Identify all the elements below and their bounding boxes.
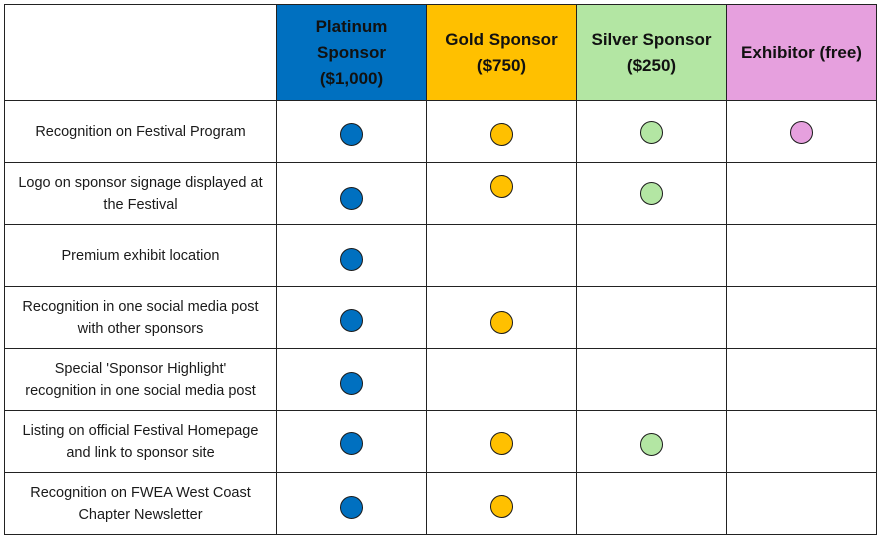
benefit-row: Special 'Sponsor Highlight' recognition i…	[4, 348, 877, 411]
tier-cell-silver	[576, 100, 727, 163]
tier-cell-platinum	[276, 162, 427, 225]
tier-cell-exhibitor	[726, 162, 877, 225]
benefit-label: Recognition in one social media post with…	[4, 286, 277, 349]
platinum-included-dot	[340, 372, 363, 395]
header-exhibitor: Exhibitor (free)	[726, 4, 877, 101]
benefit-row: Logo on sponsor signage displayed at the …	[4, 162, 877, 225]
tier-cell-platinum	[276, 410, 427, 473]
benefit-label: Premium exhibit location	[4, 224, 277, 287]
tier-cell-silver	[576, 162, 727, 225]
tier-cell-exhibitor	[726, 472, 877, 535]
benefit-label-line1: Recognition on FWEA West Coast	[30, 484, 251, 501]
platinum-included-dot	[340, 309, 363, 332]
tier-cell-gold	[426, 162, 577, 225]
silver-included-dot	[640, 182, 663, 205]
header-gold: Gold Sponsor ($750)	[426, 4, 577, 101]
tier-cell-gold	[426, 224, 577, 287]
benefit-row: Recognition on Festival Program	[4, 100, 877, 163]
benefit-label-line1: Logo on sponsor signage displayed at	[18, 174, 263, 191]
benefit-label-line1: Recognition in one social media post	[22, 298, 259, 315]
tier-cell-silver	[576, 348, 727, 411]
gold-title: Gold Sponsor	[445, 29, 558, 49]
gold-included-dot	[490, 311, 513, 334]
silver-title: Silver Sponsor	[591, 29, 712, 49]
tier-cell-exhibitor	[726, 286, 877, 349]
platinum-title-line1: Platinum	[315, 16, 388, 36]
tier-cell-platinum	[276, 286, 427, 349]
platinum-title-line2: Sponsor	[317, 42, 386, 62]
tier-cell-silver	[576, 286, 727, 349]
tier-cell-gold	[426, 100, 577, 163]
tier-cell-gold	[426, 472, 577, 535]
tier-cell-platinum	[276, 100, 427, 163]
tier-cell-silver	[576, 472, 727, 535]
tier-cell-gold	[426, 348, 577, 411]
benefit-label: Special 'Sponsor Highlight' recognition i…	[4, 348, 277, 411]
tier-cell-exhibitor	[726, 410, 877, 473]
gold-included-dot	[490, 495, 513, 518]
header-silver: Silver Sponsor ($250)	[576, 4, 727, 101]
exhibitor-included-dot	[790, 121, 813, 144]
benefit-label: Logo on sponsor signage displayed at the …	[4, 162, 277, 225]
header-row: Platinum Sponsor ($1,000) Gold Sponsor (…	[4, 4, 877, 101]
benefit-label-line2: recognition in one social media post	[25, 382, 256, 399]
gold-price: ($750)	[476, 55, 527, 75]
header-platinum: Platinum Sponsor ($1,000)	[276, 4, 427, 101]
platinum-included-dot	[340, 432, 363, 455]
silver-included-dot	[640, 433, 663, 456]
gold-included-dot	[490, 175, 513, 198]
header-corner-cell	[4, 4, 277, 101]
tier-cell-exhibitor	[726, 348, 877, 411]
tier-cell-platinum	[276, 348, 427, 411]
benefit-rows: Recognition on Festival Program Logo on s…	[4, 100, 877, 535]
benefit-row: Listing on official Festival Homepage and…	[4, 410, 877, 473]
tier-cell-silver	[576, 224, 727, 287]
tier-cell-exhibitor	[726, 224, 877, 287]
sponsorship-table: Platinum Sponsor ($1,000) Gold Sponsor (…	[4, 4, 877, 535]
benefit-label-line2: the Festival	[103, 196, 178, 213]
benefit-label-line1: Special 'Sponsor Highlight'	[54, 360, 227, 377]
benefit-row: Premium exhibit location	[4, 224, 877, 287]
benefit-label-line1: Listing on official Festival Homepage	[22, 422, 259, 439]
benefit-label-line2: Chapter Newsletter	[78, 506, 203, 523]
tier-cell-platinum	[276, 472, 427, 535]
silver-included-dot	[640, 121, 663, 144]
benefit-label-line2: with other sponsors	[77, 320, 204, 337]
gold-included-dot	[490, 123, 513, 146]
tier-cell-gold	[426, 286, 577, 349]
platinum-price: ($1,000)	[319, 68, 384, 88]
tier-cell-exhibitor	[726, 100, 877, 163]
benefit-row: Recognition in one social media post with…	[4, 286, 877, 349]
platinum-included-dot	[340, 123, 363, 146]
benefit-label: Recognition on Festival Program	[4, 100, 277, 163]
benefit-label: Recognition on FWEA West Coast Chapter Ne…	[4, 472, 277, 535]
tier-cell-gold	[426, 410, 577, 473]
exhibitor-title: Exhibitor (free)	[741, 42, 862, 62]
benefit-label-line1: Premium exhibit location	[61, 247, 220, 264]
platinum-included-dot	[340, 248, 363, 271]
benefit-label-line1: Recognition on Festival Program	[35, 123, 246, 140]
platinum-included-dot	[340, 187, 363, 210]
tier-cell-platinum	[276, 224, 427, 287]
tier-cell-silver	[576, 410, 727, 473]
benefit-row: Recognition on FWEA West Coast Chapter Ne…	[4, 472, 877, 535]
gold-included-dot	[490, 432, 513, 455]
silver-price: ($250)	[626, 55, 677, 75]
benefit-label: Listing on official Festival Homepage and…	[4, 410, 277, 473]
benefit-label-line2: and link to sponsor site	[66, 444, 215, 461]
platinum-included-dot	[340, 496, 363, 519]
